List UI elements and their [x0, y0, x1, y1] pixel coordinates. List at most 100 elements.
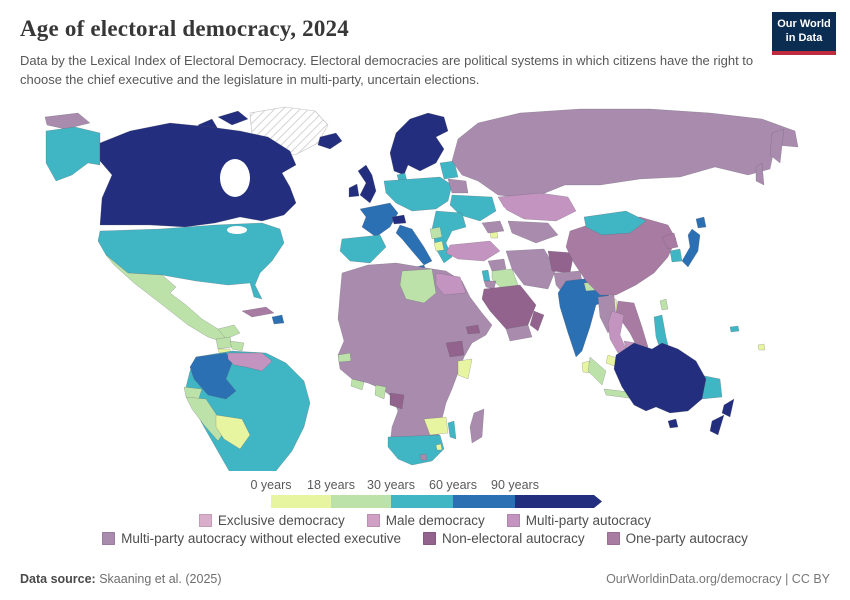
country-yemen[interactable] — [505, 324, 533, 342]
country-sakhalin[interactable] — [755, 162, 765, 186]
legend-swatch-icon — [423, 532, 436, 545]
country-iceland[interactable] — [317, 132, 343, 150]
country-central-asia[interactable] — [507, 220, 559, 244]
country-eritrea[interactable] — [465, 324, 481, 335]
country-kazakhstan[interactable] — [497, 192, 577, 222]
country-kenya[interactable] — [457, 358, 473, 380]
country-south-korea[interactable] — [669, 248, 683, 263]
country-honduras[interactable] — [229, 340, 245, 352]
country-libya[interactable] — [399, 268, 437, 304]
country-new-zealand[interactable] — [721, 398, 735, 418]
country-chukotka[interactable] — [44, 112, 91, 130]
legend-item-multi-party-autocracy-no-exec[interactable]: Multi-party autocracy without elected ex… — [102, 531, 401, 546]
country-guatemala[interactable] — [215, 336, 233, 350]
country-armenia[interactable] — [489, 231, 499, 239]
country-solomon-islands[interactable] — [729, 325, 740, 333]
country-tasmania[interactable] — [667, 418, 679, 429]
country-scandinavia[interactable] — [389, 112, 449, 176]
hudson-bay — [220, 159, 250, 197]
country-united-states[interactable] — [97, 222, 285, 300]
legend-swatch-icon — [198, 514, 212, 527]
country-venezuela[interactable] — [227, 352, 273, 372]
country-france[interactable] — [359, 202, 399, 238]
country-zambia[interactable] — [423, 416, 449, 436]
country-taiwan[interactable] — [659, 298, 669, 311]
country-malawi[interactable] — [447, 420, 457, 440]
country-southern-africa[interactable] — [387, 434, 445, 466]
world-choropleth-map — [0, 103, 850, 560]
country-new-zealand[interactable] — [709, 414, 725, 436]
country-indonesia-sumatra[interactable] — [587, 356, 607, 386]
legend-item-label: Multi-party autocracy without elected ex… — [121, 531, 401, 546]
country-australia[interactable] — [613, 342, 707, 414]
country-caucasus[interactable] — [481, 220, 505, 234]
country-hispaniola[interactable] — [271, 314, 285, 325]
legend-tick-0: 0 years — [251, 478, 292, 492]
country-yucatan[interactable] — [217, 324, 241, 340]
legend-arrow-end — [587, 495, 602, 508]
country-south-sudan[interactable] — [445, 340, 465, 358]
country-switzerland-austria[interactable] — [391, 214, 407, 225]
country-madagascar[interactable] — [469, 408, 485, 444]
country-turkey[interactable] — [445, 240, 501, 262]
country-alaska[interactable] — [45, 126, 101, 182]
country-baltics[interactable] — [439, 160, 459, 180]
credit-link[interactable]: OurWorldinData.org/democracy | CC BY — [606, 572, 830, 586]
country-ireland[interactable] — [348, 183, 360, 198]
gradient-legend-svg: 0 years 18 years 30 years 60 years 90 ye… — [251, 478, 602, 508]
legend-item-one-party-autocracy[interactable]: One-party autocracy — [606, 531, 748, 546]
gradient-legend: 0 years 18 years 30 years 60 years 90 ye… — [0, 477, 850, 511]
great-lakes — [227, 226, 247, 234]
country-cuba[interactable] — [241, 306, 275, 318]
country-hokkaido[interactable] — [695, 216, 707, 229]
country-italy[interactable] — [395, 224, 433, 266]
country-north-macedonia[interactable] — [433, 240, 445, 252]
legend-item-multi-party-autocracy[interactable]: Multi-party autocracy — [506, 513, 652, 528]
country-senegal[interactable] — [337, 352, 352, 363]
country-arctic-islands[interactable] — [217, 110, 249, 126]
legend-item-label: Male democracy — [385, 513, 485, 528]
legend-item-label: Multi-party autocracy — [525, 513, 652, 528]
country-lesotho[interactable] — [419, 453, 428, 461]
owid-logo-line2: in Data — [785, 31, 823, 44]
legend-segment-60-90[interactable] — [453, 495, 515, 508]
country-bolivia[interactable] — [215, 414, 251, 450]
legend-segment-18-30[interactable] — [331, 495, 391, 508]
country-ghana[interactable] — [374, 384, 387, 400]
country-egypt[interactable] — [435, 272, 467, 296]
country-liberia[interactable] — [350, 378, 365, 391]
country-iran[interactable] — [505, 248, 557, 290]
country-syria[interactable] — [487, 258, 507, 272]
country-iberia[interactable] — [339, 234, 387, 264]
country-fiji[interactable] — [757, 343, 766, 351]
country-central-europe[interactable] — [383, 176, 453, 212]
legend-segment-30-60[interactable] — [391, 495, 453, 508]
category-legend: Exclusive democracy Male democracy Multi… — [0, 513, 850, 549]
country-united-kingdom[interactable] — [357, 164, 377, 204]
owid-logo[interactable]: Our World in Data — [772, 12, 836, 55]
country-gabon[interactable] — [389, 392, 405, 410]
country-oman[interactable] — [529, 310, 545, 332]
country-thailand[interactable] — [607, 310, 627, 354]
data-source-label: Data source: — [20, 572, 96, 586]
legend-item-male-democracy[interactable]: Male democracy — [366, 513, 485, 528]
country-canada[interactable] — [99, 122, 297, 228]
country-serbia[interactable] — [429, 226, 443, 240]
country-belarus[interactable] — [447, 178, 469, 194]
country-japan[interactable] — [681, 228, 701, 268]
country-north-korea[interactable] — [661, 232, 679, 250]
country-russia[interactable] — [451, 108, 799, 198]
country-kamchatka[interactable] — [769, 128, 785, 164]
country-mongolia[interactable] — [583, 210, 647, 236]
country-china[interactable] — [565, 216, 677, 296]
legend-item-exclusive-democracy[interactable]: Exclusive democracy — [198, 513, 345, 528]
legend-segment-90-plus[interactable] — [515, 495, 587, 508]
country-israel[interactable] — [481, 269, 491, 282]
legend-segment-0-18[interactable] — [271, 495, 331, 508]
legend-tick-30: 30 years — [367, 478, 415, 492]
data-source: Data source: Skaaning et al. (2025) — [20, 572, 222, 586]
country-eswatini[interactable] — [435, 443, 443, 451]
category-legend-row-1: Exclusive democracy Male democracy Multi… — [0, 513, 850, 528]
legend-item-non-electoral-autocracy[interactable]: Non-electoral autocracy — [423, 531, 585, 546]
